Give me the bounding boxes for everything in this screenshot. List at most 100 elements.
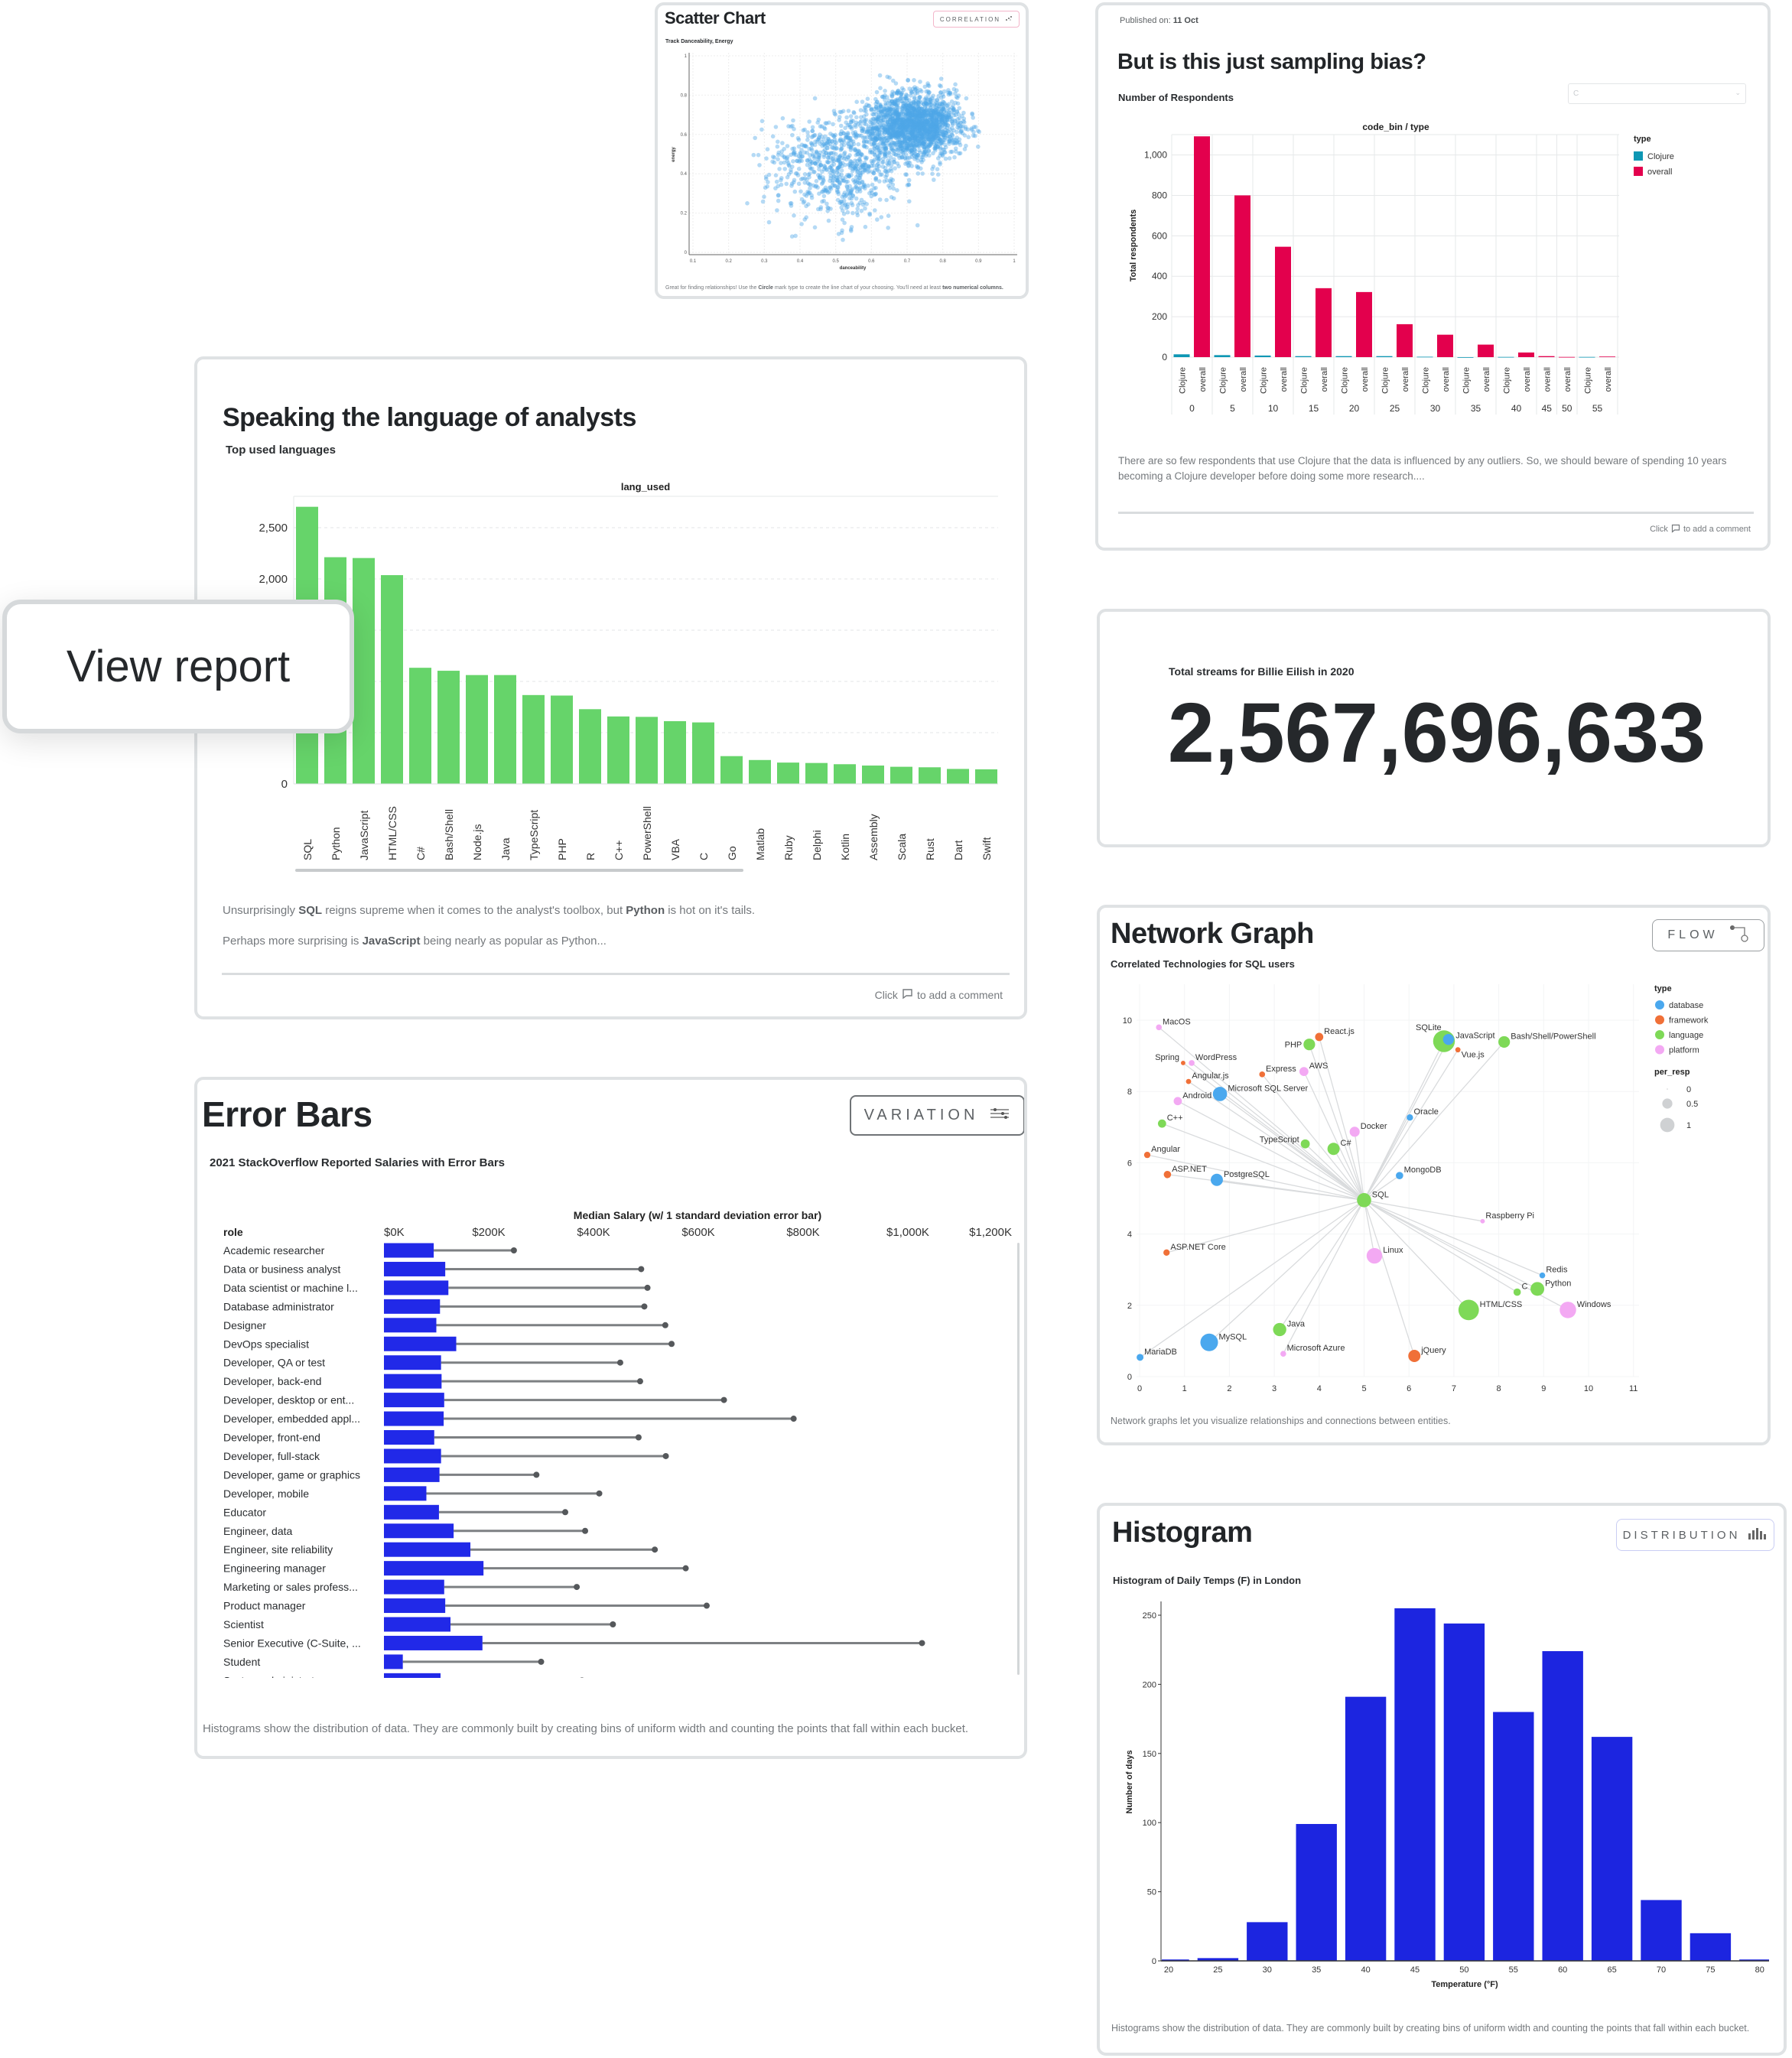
add-comment-hint[interactable]: Click to add a comment <box>1650 524 1751 535</box>
histogram-card[interactable]: Histogram DISTRIBUTION Histogram of Dail… <box>1097 1503 1787 2056</box>
scatter-point <box>880 94 885 99</box>
network-graph-card[interactable]: Network Graph FLOW Correlated Technologi… <box>1097 905 1771 1445</box>
scatter-point <box>879 109 883 115</box>
error-bars-card[interactable]: Error Bars VARIATION 2021 StackOverflow … <box>194 1077 1027 1759</box>
scatter-point <box>929 141 934 147</box>
vertical-scrollbar[interactable] <box>1017 1243 1020 1675</box>
scatter-point <box>889 177 893 181</box>
scatter-point <box>822 164 827 168</box>
scatter-point <box>789 152 793 158</box>
scatter-point <box>900 121 906 126</box>
metric-label: Total streams for Billie Eilish in 2020 <box>1169 665 1355 678</box>
category-label: Python <box>330 827 342 860</box>
scatter-point <box>917 104 922 109</box>
variation-badge[interactable]: VARIATION <box>850 1095 1024 1136</box>
filter-select[interactable]: C ⌄ <box>1568 83 1746 104</box>
scatter-point <box>895 119 899 124</box>
scatter-point <box>913 120 918 125</box>
category-label: overall <box>1239 367 1248 392</box>
scatter-point <box>850 193 856 199</box>
scatter-point <box>838 132 843 137</box>
scatter-point <box>931 120 935 125</box>
scatter-point <box>938 122 943 127</box>
scatter-point <box>892 101 897 106</box>
view-report-button[interactable]: View report <box>2 600 354 733</box>
scatter-point <box>912 153 916 158</box>
scatter-point <box>915 130 919 135</box>
scatter-point <box>915 118 919 123</box>
scatter-point <box>883 106 888 112</box>
scatter-point <box>854 167 858 172</box>
scatter-point <box>889 146 894 151</box>
bar-clojure <box>1173 354 1190 357</box>
scatter-point <box>893 132 898 137</box>
histogram-bar <box>1247 1922 1288 1961</box>
scatter-point <box>938 138 942 142</box>
scatter-point <box>946 113 951 118</box>
category-label: overall <box>1361 367 1370 392</box>
scatter-point <box>834 167 840 171</box>
scatter-point <box>860 128 864 134</box>
scatter-point <box>903 137 909 142</box>
scatter-point <box>916 153 921 158</box>
scatter-point <box>876 161 880 167</box>
comment-icon[interactable] <box>1671 524 1680 535</box>
scatter-point <box>874 128 880 134</box>
edge <box>1363 1200 1375 1257</box>
median-bar <box>384 1467 440 1482</box>
scatter-point <box>808 161 813 167</box>
scatter-chart-card[interactable]: Scatter Chart CORRELATION Track Danceabi… <box>655 2 1029 299</box>
scatter-point <box>813 139 818 144</box>
scatter-point <box>782 167 787 171</box>
flow-badge[interactable]: FLOW <box>1652 919 1764 951</box>
error-bar-cap <box>682 1565 689 1572</box>
scatter-point <box>875 156 880 161</box>
scatter-point <box>915 142 919 148</box>
y-tick-label: 0.8 <box>681 93 688 98</box>
chart-viewport[interactable]: Median Salary (w/ 1 standard deviation e… <box>197 1195 1024 1678</box>
sampling-bias-card[interactable]: Published on: 11 Oct But is this just sa… <box>1095 2 1771 551</box>
scatter-point <box>871 159 876 164</box>
scatter-point <box>927 153 932 158</box>
add-comment-hint[interactable]: Click to add a comment <box>875 988 1003 1001</box>
scatter-point <box>792 126 796 132</box>
node-language <box>1513 1288 1521 1296</box>
scatter-point <box>931 112 936 117</box>
total-streams-card[interactable]: Total streams for Billie Eilish in 2020 … <box>1097 609 1771 847</box>
scatter-point <box>876 108 881 112</box>
scatter-point <box>927 143 932 148</box>
scatter-point <box>934 117 938 122</box>
scatter-point <box>876 157 881 161</box>
scatter-point <box>924 141 929 147</box>
scatter-point <box>939 129 945 134</box>
scatter-point <box>917 109 922 114</box>
scatter-point <box>899 99 904 104</box>
error-bar-cap <box>644 1284 651 1291</box>
comment-icon[interactable] <box>902 988 913 1001</box>
correlation-badge[interactable]: CORRELATION <box>933 11 1020 28</box>
scatter-point <box>939 108 944 113</box>
scatter-point <box>896 136 902 141</box>
scatter-point <box>867 128 873 134</box>
scatter-point <box>919 120 925 125</box>
scatter-point <box>918 132 923 136</box>
scatter-point <box>929 112 934 118</box>
scatter-point <box>876 154 880 158</box>
scatter-point <box>909 148 914 153</box>
scatter-point <box>904 115 909 121</box>
scatter-point <box>805 150 809 155</box>
node-label: WordPress <box>1195 1053 1237 1062</box>
scatter-point <box>937 114 942 119</box>
scatter-point <box>932 146 938 151</box>
scatter-point <box>938 90 943 95</box>
x-tick-label: 40 <box>1361 1965 1370 1975</box>
distribution-badge[interactable]: DISTRIBUTION <box>1616 1519 1774 1551</box>
scatter-point <box>913 152 919 157</box>
scatter-point <box>893 130 898 135</box>
scatter-point <box>893 133 897 138</box>
scatter-point <box>904 152 909 157</box>
category-label: Clojure <box>1178 367 1187 394</box>
horizontal-scrollbar[interactable] <box>295 869 743 872</box>
scatter-point <box>844 192 850 197</box>
scatter-point <box>846 188 850 193</box>
